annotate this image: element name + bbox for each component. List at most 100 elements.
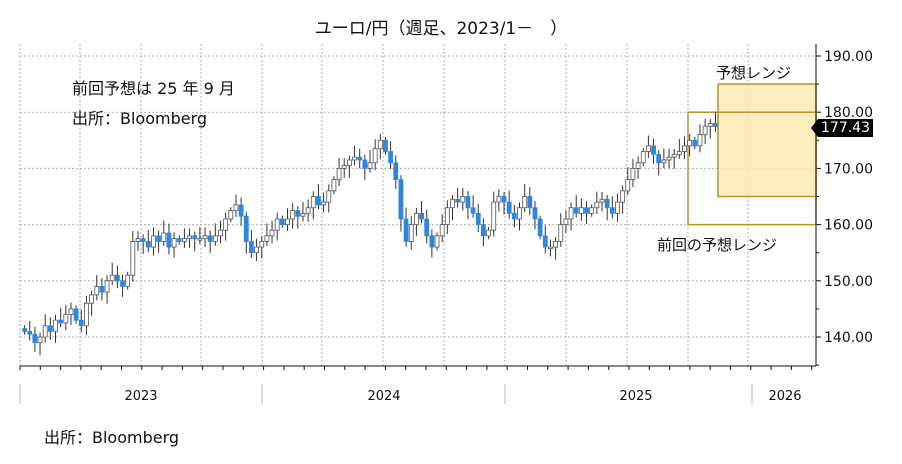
x-axis-year-label: 2024 — [367, 389, 400, 404]
candle-bullish — [197, 238, 203, 241]
candle-bullish — [125, 274, 131, 287]
candle-bearish — [140, 238, 146, 242]
candle-bullish — [352, 156, 357, 161]
candle-bearish — [501, 196, 507, 203]
candle-bearish — [120, 280, 125, 287]
note-previous-forecast: 前回予想は 25 年 9 月 — [72, 79, 235, 98]
y-axis-label: 140.00 — [824, 330, 873, 346]
candle-bearish — [398, 179, 404, 220]
candle-bullish — [130, 241, 136, 276]
candle-bullish — [676, 151, 682, 155]
candle-bullish — [671, 153, 677, 158]
candle-bullish — [563, 218, 569, 225]
y-axis-label: 180.00 — [824, 105, 873, 121]
candle-bearish — [156, 235, 162, 242]
candle-bullish — [367, 162, 373, 169]
candle-bearish — [145, 241, 151, 248]
y-axis-label: 160.00 — [824, 218, 873, 234]
candle-bullish — [413, 212, 419, 226]
candle-bullish — [372, 148, 378, 164]
candle-bearish — [403, 218, 409, 242]
candle-bullish — [599, 198, 605, 203]
candle-bearish — [465, 196, 471, 209]
candle-bullish — [568, 207, 574, 220]
candle-bearish — [527, 196, 533, 209]
candle-bullish — [630, 167, 636, 181]
candle-bullish — [702, 125, 708, 136]
candle-bullish — [218, 229, 223, 237]
candle-bearish — [388, 151, 394, 164]
candle-bullish — [161, 232, 167, 242]
candle-bullish — [171, 238, 177, 248]
candle-bearish — [47, 325, 53, 332]
candle-bullish — [151, 235, 156, 248]
candle-bearish — [114, 274, 120, 282]
candle-bullish — [104, 280, 110, 293]
candle-bearish — [383, 139, 388, 152]
candle-bullish — [444, 207, 450, 226]
candle-bearish — [604, 198, 610, 209]
candle-bearish — [243, 215, 249, 242]
candle-bullish — [615, 201, 620, 214]
candle-bearish — [692, 139, 698, 147]
candle-bullish — [594, 201, 600, 209]
note-source: 出所：Bloomberg — [72, 109, 208, 128]
candle-bearish — [192, 235, 198, 240]
last-price-badge: 177.43 — [811, 119, 873, 137]
candle-bullish — [548, 246, 553, 249]
candle-bullish — [187, 235, 192, 240]
candle-bullish — [682, 145, 687, 152]
candle-bullish — [42, 325, 48, 338]
candle-bearish — [316, 196, 321, 206]
candle-bullish — [635, 162, 641, 169]
candle-bullish — [135, 238, 141, 242]
y-axis-label: 190.00 — [824, 49, 873, 65]
candle-bullish — [202, 235, 208, 240]
candle-bearish — [475, 212, 481, 226]
candle-bullish — [233, 204, 239, 211]
candle-bullish — [646, 145, 651, 152]
candle-bullish — [666, 156, 672, 161]
candle-bullish — [434, 235, 440, 248]
candle-bearish — [609, 207, 615, 214]
candle-bullish — [321, 201, 327, 206]
candle-bullish — [553, 241, 558, 248]
candle-bearish — [238, 204, 244, 217]
candle-bearish — [419, 212, 424, 220]
candle-bearish — [481, 224, 486, 237]
candle-bullish — [109, 274, 115, 282]
candle-bullish — [558, 224, 564, 242]
candle-bullish — [89, 294, 94, 304]
candle-bearish — [537, 218, 543, 237]
candle-bearish — [506, 201, 512, 214]
candle-bullish — [228, 210, 234, 220]
y-axis-label: 170.00 — [824, 161, 873, 177]
candle-bullish — [578, 207, 584, 214]
candle-bullish — [212, 235, 218, 242]
chart-title: ユーロ/円（週足、2023/1－ ） — [314, 19, 568, 39]
candle-bullish — [290, 210, 296, 220]
candle-bearish — [27, 330, 33, 335]
candle-bullish — [300, 212, 306, 217]
candle-bearish — [429, 235, 435, 248]
candle-bullish — [84, 302, 89, 327]
candle-bullish — [331, 179, 337, 192]
candle-bearish — [584, 207, 589, 214]
candle-bearish — [32, 333, 38, 344]
candle-bearish — [573, 207, 579, 214]
candle-bullish — [63, 314, 69, 324]
candle-bearish — [357, 156, 363, 161]
candle-bearish — [207, 235, 213, 242]
candle-bullish — [486, 229, 491, 237]
x-axis-year-label: 2026 — [768, 389, 801, 404]
candle-bullish — [496, 196, 502, 203]
candle-bullish — [707, 123, 713, 127]
candle-bullish — [377, 139, 383, 150]
candle-bearish — [166, 232, 172, 248]
candle-bullish — [640, 151, 646, 164]
candle-bullish — [285, 218, 290, 225]
candle-bullish — [517, 207, 522, 220]
candle-bullish — [408, 224, 414, 242]
candle-bullish — [264, 235, 270, 242]
